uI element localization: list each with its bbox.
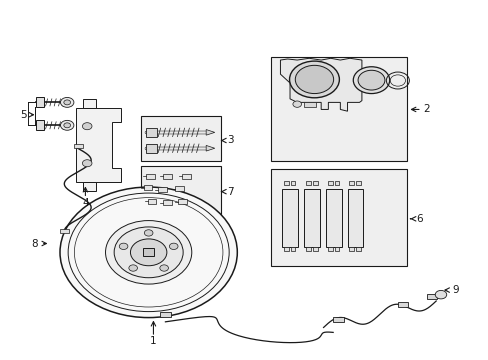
Bar xyxy=(355,247,360,251)
Circle shape xyxy=(352,67,389,94)
Bar xyxy=(332,317,343,322)
Bar xyxy=(143,248,154,256)
Circle shape xyxy=(128,265,137,271)
Bar xyxy=(182,174,190,179)
Circle shape xyxy=(61,98,74,107)
Text: 6: 6 xyxy=(415,214,422,224)
Circle shape xyxy=(114,227,183,278)
Bar xyxy=(347,189,363,247)
Circle shape xyxy=(295,65,333,94)
Bar xyxy=(146,128,157,137)
Bar xyxy=(305,247,310,251)
Bar xyxy=(334,181,339,185)
Circle shape xyxy=(130,239,166,266)
Bar xyxy=(158,188,166,192)
Bar xyxy=(305,181,310,185)
Bar xyxy=(163,174,171,179)
Text: 7: 7 xyxy=(226,186,233,197)
Bar xyxy=(36,98,43,107)
Bar xyxy=(312,247,317,251)
Bar xyxy=(60,229,69,233)
Bar xyxy=(178,199,186,204)
Bar xyxy=(141,166,220,217)
Text: 3: 3 xyxy=(226,135,233,145)
Bar xyxy=(160,312,171,317)
Text: 1: 1 xyxy=(150,336,157,346)
Circle shape xyxy=(82,123,92,130)
Circle shape xyxy=(60,187,237,318)
Bar xyxy=(146,174,155,179)
Circle shape xyxy=(160,265,168,271)
Circle shape xyxy=(119,243,128,249)
Bar xyxy=(281,189,297,247)
Bar xyxy=(290,247,295,251)
Bar xyxy=(175,186,183,191)
Circle shape xyxy=(64,100,70,105)
Polygon shape xyxy=(280,58,361,111)
Bar xyxy=(334,247,339,251)
Bar xyxy=(36,120,43,130)
Bar xyxy=(270,170,407,266)
Circle shape xyxy=(61,120,74,130)
Text: 9: 9 xyxy=(451,285,458,295)
Bar xyxy=(83,99,96,108)
Circle shape xyxy=(105,221,191,284)
Bar xyxy=(146,144,157,153)
Bar xyxy=(83,182,96,190)
Circle shape xyxy=(64,123,70,128)
Bar xyxy=(312,181,317,185)
Circle shape xyxy=(289,61,339,98)
Bar xyxy=(327,247,332,251)
Bar xyxy=(283,247,288,251)
Circle shape xyxy=(434,291,446,299)
Text: 5: 5 xyxy=(20,110,26,120)
Bar xyxy=(283,181,288,185)
Text: 4: 4 xyxy=(82,198,88,208)
Circle shape xyxy=(357,70,384,90)
Polygon shape xyxy=(76,108,121,182)
Bar xyxy=(304,189,320,247)
Bar xyxy=(327,181,332,185)
Circle shape xyxy=(292,101,301,107)
Bar xyxy=(397,302,407,307)
Bar xyxy=(143,185,152,190)
Circle shape xyxy=(82,160,92,167)
Bar xyxy=(349,181,353,185)
Bar xyxy=(355,181,360,185)
Bar xyxy=(349,247,353,251)
Bar xyxy=(74,144,83,148)
Bar xyxy=(290,181,295,185)
Bar xyxy=(304,102,316,107)
Bar xyxy=(270,57,407,161)
Bar xyxy=(163,201,171,206)
Polygon shape xyxy=(206,145,214,151)
Text: 2: 2 xyxy=(423,104,429,114)
Bar xyxy=(141,117,220,161)
Bar xyxy=(147,199,156,204)
Bar xyxy=(426,294,436,299)
Text: 8: 8 xyxy=(31,239,38,248)
Polygon shape xyxy=(206,130,214,135)
Bar xyxy=(325,189,341,247)
Circle shape xyxy=(169,243,178,249)
Circle shape xyxy=(144,230,153,236)
